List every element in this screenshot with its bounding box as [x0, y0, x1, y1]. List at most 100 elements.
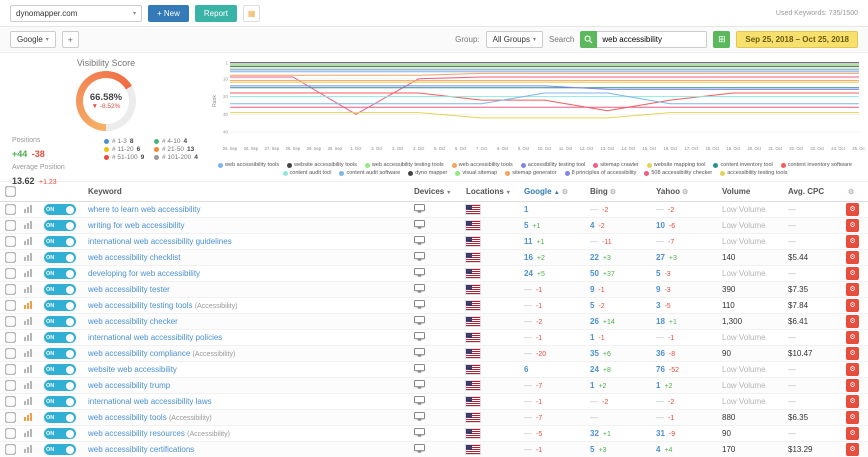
enable-toggle[interactable]: ON [44, 236, 76, 247]
row-action-button[interactable]: ⚙ [846, 251, 859, 264]
gear-icon[interactable]: ⚙ [610, 189, 616, 196]
row-checkbox[interactable] [5, 428, 15, 438]
rank-history-icon[interactable] [24, 221, 32, 229]
add-engine-button[interactable]: + [62, 31, 79, 48]
engine-select[interactable]: Google ▾ [10, 31, 56, 48]
enable-toggle[interactable]: ON [44, 396, 76, 407]
row-checkbox[interactable] [5, 300, 15, 310]
calendar-icon[interactable]: ⊞ [713, 31, 730, 48]
row-action-button[interactable]: ⚙ [846, 283, 859, 296]
rank-history-icon[interactable] [24, 365, 32, 373]
rank-history-icon[interactable] [24, 413, 32, 421]
group-select[interactable]: All Groups ▾ [486, 31, 543, 48]
rank-history-icon[interactable] [24, 237, 32, 245]
legend-item[interactable]: visual sitemap [455, 170, 497, 176]
legend-item[interactable]: website mapping tool [647, 162, 706, 168]
keyword-link[interactable]: web accessibility compliance [88, 349, 190, 358]
row-checkbox[interactable] [5, 332, 15, 342]
gear-icon[interactable]: ⚙ [682, 189, 688, 196]
keyword-link[interactable]: international web accessibility guidelin… [88, 237, 232, 246]
date-range-button[interactable]: Sep 25, 2018 – Oct 25, 2018 [736, 31, 858, 48]
enable-toggle[interactable]: ON [44, 364, 76, 375]
row-checkbox[interactable] [5, 444, 15, 454]
select-all-checkbox[interactable] [5, 186, 15, 196]
export-button[interactable]: ▦ [243, 5, 261, 22]
row-action-button[interactable]: ⚙ [846, 299, 859, 312]
keyword-link[interactable]: web accessibility checker [88, 317, 178, 326]
row-checkbox[interactable] [5, 316, 15, 326]
col-bing[interactable]: Bing⚙ [586, 182, 652, 202]
legend-item[interactable]: dyno mapper [408, 170, 447, 176]
col-cpc[interactable]: Avg. CPC [784, 182, 842, 202]
legend-item[interactable]: web accessibility testing tools [365, 162, 444, 168]
row-action-button[interactable]: ⚙ [846, 235, 859, 248]
keyword-link[interactable]: web accessibility testing tools [88, 301, 193, 310]
row-action-button[interactable]: ⚙ [846, 219, 859, 232]
row-checkbox[interactable] [5, 220, 15, 230]
keyword-link[interactable]: web accessibility tester [88, 285, 170, 294]
keyword-link[interactable]: developing for web accessibility [88, 269, 200, 278]
rank-history-icon[interactable] [24, 253, 32, 261]
enable-toggle[interactable]: ON [44, 284, 76, 295]
keyword-link[interactable]: writing for web accessibility [88, 221, 184, 230]
rank-history-icon[interactable] [24, 317, 32, 325]
rank-history-icon[interactable] [24, 397, 32, 405]
row-checkbox[interactable] [5, 204, 15, 214]
enable-toggle[interactable]: ON [44, 428, 76, 439]
keyword-link[interactable]: web accessibility trump [88, 381, 170, 390]
new-button[interactable]: + New [148, 5, 189, 22]
enable-toggle[interactable]: ON [44, 348, 76, 359]
enable-toggle[interactable]: ON [44, 252, 76, 263]
keyword-link[interactable]: website web accessibility [88, 365, 177, 374]
table-settings-button[interactable]: ⚙ [842, 182, 868, 202]
keyword-link[interactable]: web accessibility checklist [88, 253, 180, 262]
legend-item[interactable]: accessibility testing tools [720, 170, 787, 176]
col-yahoo[interactable]: Yahoo⚙ [652, 182, 718, 202]
enable-toggle[interactable]: ON [44, 204, 76, 215]
col-devices[interactable]: Devices▾ [410, 182, 462, 202]
row-action-button[interactable]: ⚙ [846, 267, 859, 280]
enable-toggle[interactable]: ON [44, 444, 76, 455]
row-checkbox[interactable] [5, 412, 15, 422]
enable-toggle[interactable]: ON [44, 380, 76, 391]
enable-toggle[interactable]: ON [44, 268, 76, 279]
row-checkbox[interactable] [5, 380, 15, 390]
rank-history-icon[interactable] [24, 301, 32, 309]
row-action-button[interactable]: ⚙ [846, 395, 859, 408]
legend-item[interactable]: content inventory software [781, 162, 852, 168]
row-action-button[interactable]: ⚙ [846, 379, 859, 392]
enable-toggle[interactable]: ON [44, 220, 76, 231]
legend-item[interactable]: 8 principles of accessibility [565, 170, 637, 176]
enable-toggle[interactable]: ON [44, 332, 76, 343]
row-action-button[interactable]: ⚙ [846, 363, 859, 376]
keyword-link[interactable]: international web accessibility laws [88, 397, 212, 406]
rank-history-icon[interactable] [24, 445, 32, 453]
row-checkbox[interactable] [5, 348, 15, 358]
rank-history-icon[interactable] [24, 205, 32, 213]
legend-item[interactable]: website accessibility tools [287, 162, 357, 168]
rank-history-icon[interactable] [24, 349, 32, 357]
row-checkbox[interactable] [5, 396, 15, 406]
row-action-button[interactable]: ⚙ [846, 203, 859, 216]
row-checkbox[interactable] [5, 268, 15, 278]
col-locations[interactable]: Locations▾ [462, 182, 520, 202]
legend-item[interactable]: accessibility testing tool [521, 162, 585, 168]
report-button[interactable]: Report [195, 5, 237, 22]
col-volume[interactable]: Volume [718, 182, 784, 202]
keyword-link[interactable]: web accessibility resources [88, 429, 185, 438]
gear-icon[interactable]: ⚙ [562, 189, 568, 196]
row-action-button[interactable]: ⚙ [846, 331, 859, 344]
enable-toggle[interactable]: ON [44, 300, 76, 311]
legend-item[interactable]: web accessibility tools [452, 162, 513, 168]
enable-toggle[interactable]: ON [44, 316, 76, 327]
rank-history-icon[interactable] [24, 285, 32, 293]
rank-history-icon[interactable] [24, 269, 32, 277]
row-action-button[interactable]: ⚙ [846, 411, 859, 424]
legend-item[interactable]: content audit software [339, 170, 400, 176]
keyword-link[interactable]: web accessibility certifications [88, 445, 194, 454]
rank-history-icon[interactable] [24, 429, 32, 437]
col-google[interactable]: Google ▲⚙ [520, 182, 586, 202]
search-input[interactable] [597, 31, 707, 48]
legend-item[interactable]: sitemap generator [505, 170, 556, 176]
legend-item[interactable]: sitemap crawler [593, 162, 639, 168]
